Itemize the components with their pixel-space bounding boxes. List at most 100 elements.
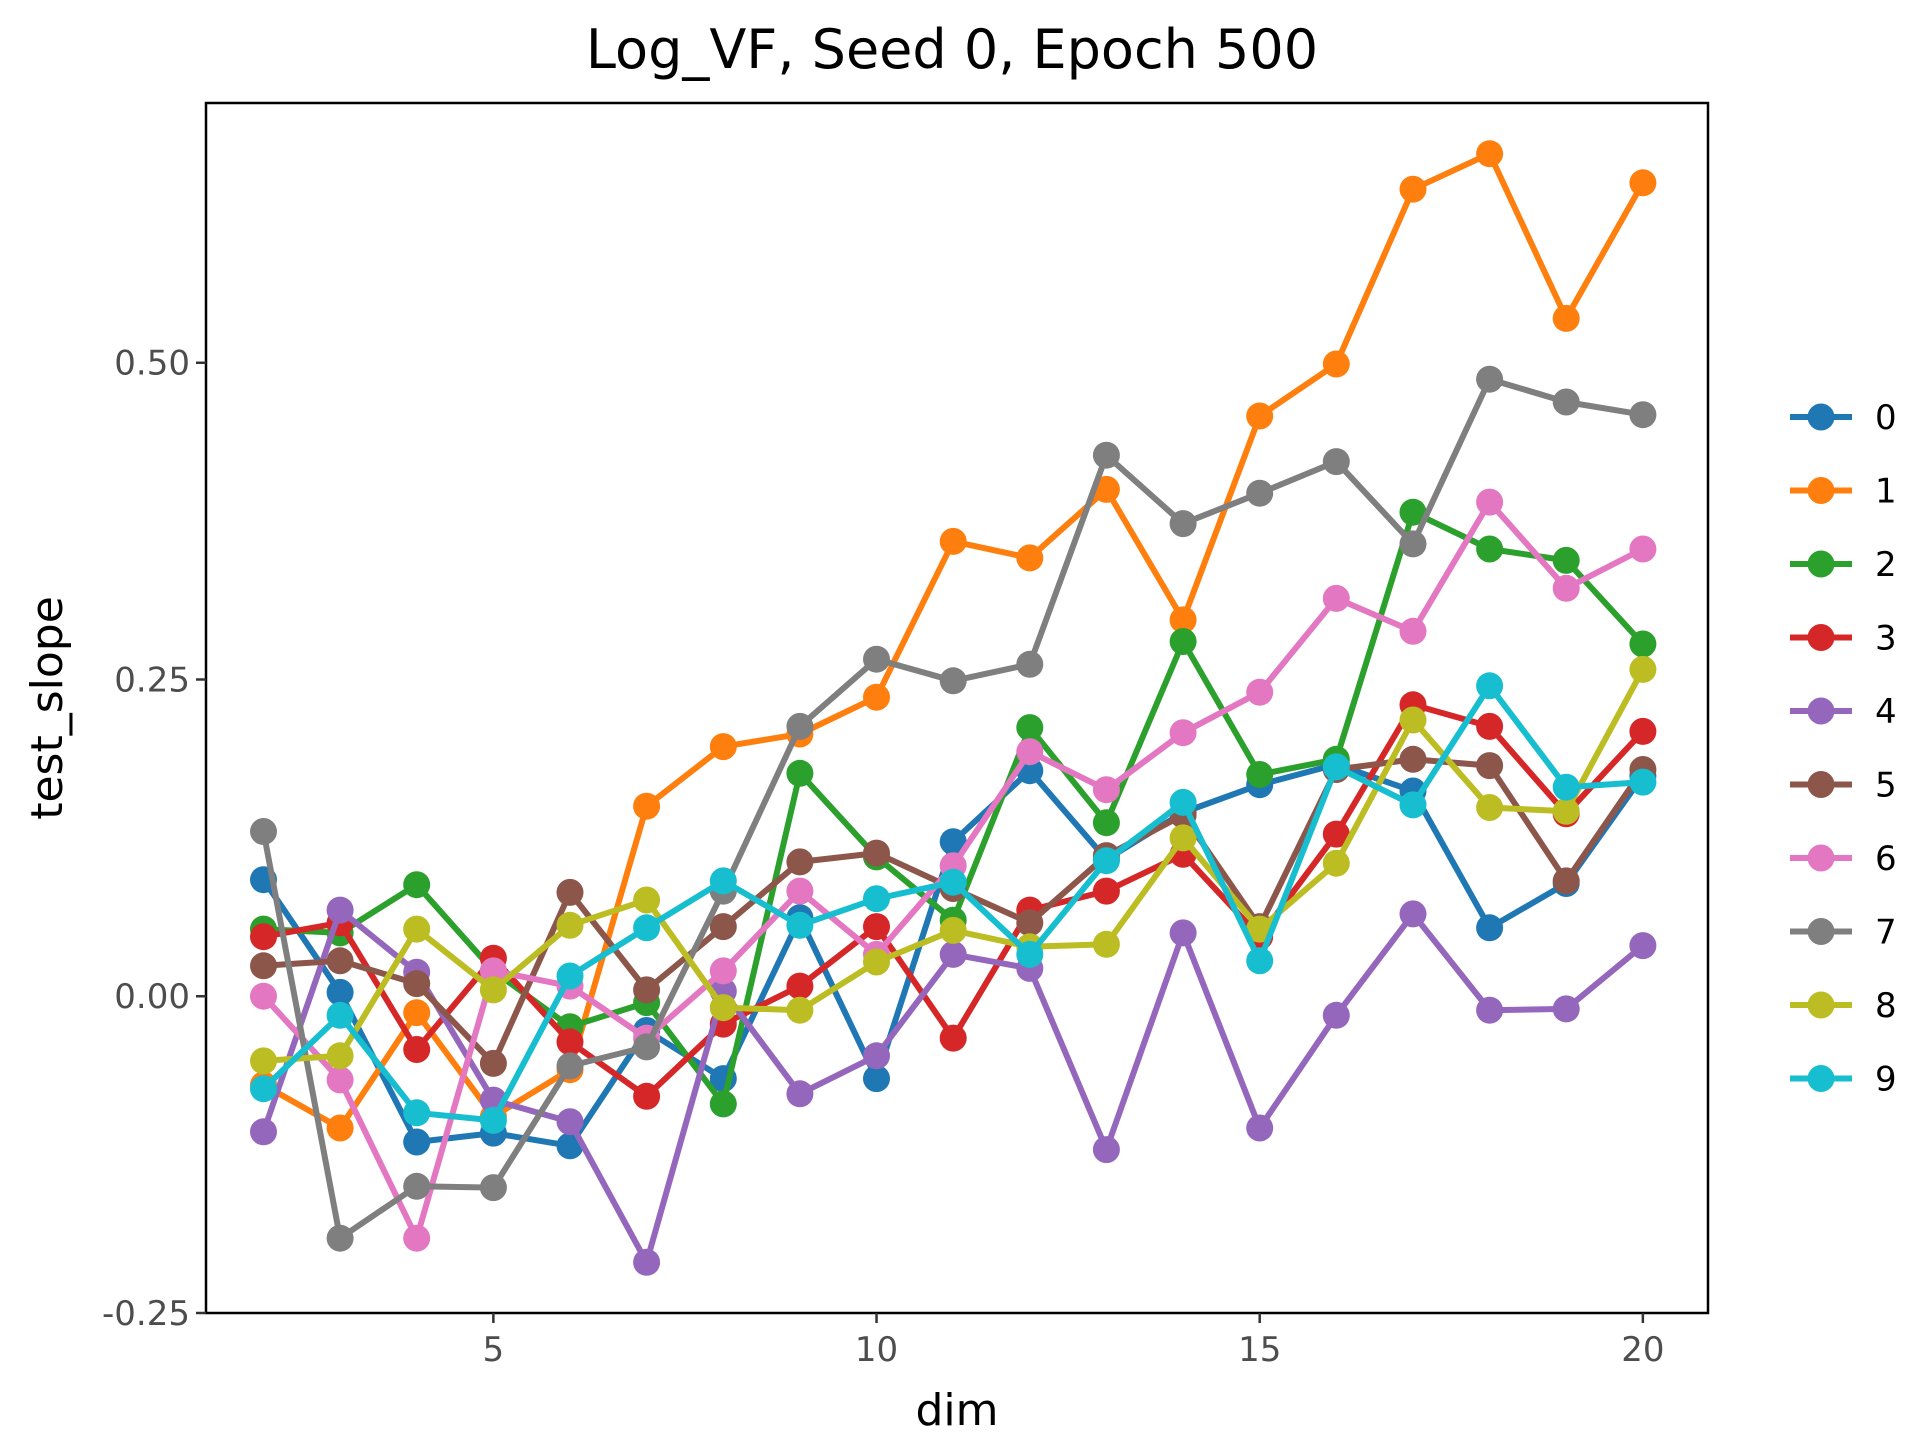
data-point-5-2 (250, 952, 277, 980)
data-point-9-4 (403, 1099, 431, 1127)
plot-panel (204, 101, 1710, 1315)
x-axis-label: dim (915, 1385, 998, 1436)
data-point-8-7 (633, 886, 661, 914)
data-point-7-4 (403, 1172, 431, 1200)
legend-item-6: 6 (1790, 839, 1897, 879)
data-point-0-3 (326, 978, 354, 1006)
legend-item-7: 7 (1790, 913, 1897, 953)
data-point-8-4 (403, 915, 431, 943)
series-4 (250, 896, 1657, 1276)
data-point-4-2 (250, 1118, 277, 1146)
legend-marker-8 (1807, 991, 1835, 1019)
legend-marker-1 (1807, 477, 1835, 504)
data-point-5-18 (1476, 752, 1504, 780)
series-7 (250, 365, 1657, 1252)
data-point-1-3 (326, 1114, 354, 1142)
data-point-9-7 (633, 914, 661, 942)
data-point-8-19 (1552, 797, 1580, 825)
x-tick-label-10: 10 (855, 1330, 898, 1370)
y-tick-label-1: 0.00 (114, 977, 190, 1017)
legend-marker-0 (1807, 403, 1835, 431)
data-point-1-17 (1399, 175, 1427, 203)
legend-item-2: 2 (1790, 545, 1897, 585)
legend-marker-9 (1807, 1065, 1835, 1092)
data-point-9-17 (1399, 791, 1427, 819)
data-point-6-13 (1092, 776, 1120, 804)
data-point-9-19 (1552, 773, 1580, 801)
data-point-4-20 (1629, 932, 1657, 960)
data-point-7-14 (1169, 510, 1197, 538)
data-point-0-4 (403, 1128, 431, 1156)
data-point-9-13 (1092, 847, 1120, 875)
legend-label-1: 1 (1875, 472, 1897, 512)
data-point-7-16 (1322, 448, 1350, 476)
data-point-0-18 (1476, 914, 1504, 942)
legend-item-1: 1 (1790, 472, 1897, 512)
data-point-5-8 (709, 913, 737, 941)
data-point-3-9 (786, 972, 814, 1000)
legend-item-0: 0 (1790, 398, 1897, 438)
data-point-9-5 (479, 1106, 507, 1134)
data-point-2-4 (403, 871, 431, 899)
data-point-9-3 (326, 1001, 354, 1029)
data-point-5-5 (479, 1049, 507, 1077)
data-point-2-14 (1169, 628, 1197, 655)
data-point-5-19 (1552, 867, 1580, 895)
data-point-7-15 (1246, 479, 1274, 507)
data-point-1-10 (863, 683, 890, 711)
data-point-6-17 (1399, 617, 1427, 645)
data-point-6-9 (786, 877, 814, 905)
data-point-7-2 (250, 818, 277, 845)
data-point-3-18 (1476, 712, 1504, 740)
data-point-2-19 (1552, 546, 1580, 574)
data-point-2-12 (1016, 714, 1044, 742)
data-point-3-2 (250, 923, 277, 951)
data-point-4-7 (633, 1248, 661, 1276)
legend-marker-6 (1807, 844, 1835, 872)
legend-label-6: 6 (1875, 839, 1897, 879)
data-point-4-16 (1322, 1001, 1350, 1029)
legend: 0 1 2 3 4 5 6 7 8 9 (1790, 398, 1897, 1100)
data-point-9-12 (1016, 940, 1044, 968)
data-point-8-20 (1629, 655, 1657, 683)
data-point-7-18 (1476, 365, 1504, 393)
data-point-9-6 (556, 962, 584, 990)
legend-label-2: 2 (1875, 545, 1897, 585)
data-point-5-9 (786, 848, 814, 876)
legend-marker-4 (1807, 697, 1835, 725)
data-point-6-3 (326, 1066, 354, 1094)
data-point-1-8 (709, 733, 737, 761)
data-point-7-9 (786, 712, 814, 740)
data-point-2-13 (1092, 809, 1120, 837)
y-axis: -0.25 0.00 0.25 0.50 (102, 344, 206, 1334)
data-point-8-3 (326, 1042, 354, 1070)
data-point-1-14 (1169, 606, 1197, 634)
data-point-8-18 (1476, 794, 1504, 821)
data-point-8-6 (556, 911, 584, 939)
data-point-9-10 (863, 885, 890, 913)
data-point-7-17 (1399, 530, 1427, 558)
data-point-2-20 (1629, 630, 1657, 658)
data-point-3-10 (863, 913, 890, 941)
data-point-9-16 (1322, 753, 1350, 781)
data-point-4-13 (1092, 1136, 1120, 1164)
data-point-5-4 (403, 970, 431, 998)
data-point-7-3 (326, 1224, 354, 1252)
data-point-6-18 (1476, 488, 1504, 516)
data-point-8-8 (709, 994, 737, 1022)
data-point-6-8 (709, 957, 737, 985)
series-6 (250, 488, 1657, 1252)
legend-label-4: 4 (1875, 692, 1897, 732)
data-point-3-6 (556, 1028, 584, 1056)
chart-title: Log_VF, Seed 0, Epoch 500 (586, 18, 1318, 81)
data-point-8-10 (863, 948, 890, 976)
y-tick-label-3: 0.50 (114, 344, 190, 384)
data-point-9-20 (1629, 768, 1657, 796)
data-point-7-20 (1629, 401, 1657, 429)
legend-label-8: 8 (1875, 986, 1897, 1026)
legend-marker-2 (1807, 550, 1835, 578)
data-point-8-2 (250, 1047, 277, 1075)
x-tick-label-20: 20 (1621, 1330, 1664, 1370)
data-point-1-11 (939, 527, 967, 555)
